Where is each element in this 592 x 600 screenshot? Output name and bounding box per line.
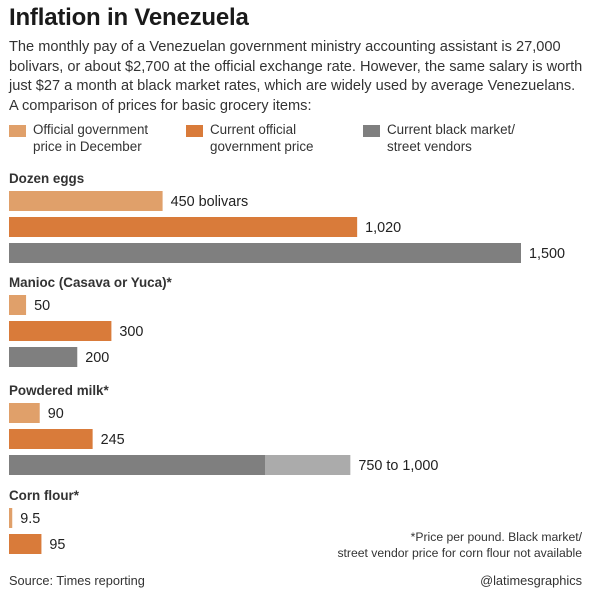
data-label: 200 (85, 350, 109, 366)
legend-item-current-official: Current official government price (186, 122, 313, 155)
intro-text: The monthly pay of a Venezuelan governme… (9, 39, 583, 114)
data-label: 750 to 1,000 (358, 458, 438, 474)
legend-swatch (363, 125, 380, 137)
bar (9, 321, 112, 341)
category-label: Dozen eggs (9, 171, 84, 186)
source-note: Source: Times reporting (9, 573, 145, 588)
category-label: Powdered milk* (9, 383, 110, 398)
data-label: 90 (48, 406, 64, 422)
bar (9, 403, 40, 423)
bar (9, 243, 521, 263)
bar-range (265, 455, 351, 475)
data-label: 1,020 (365, 220, 401, 236)
data-label: 450 bolivars (171, 194, 249, 210)
bar (9, 217, 358, 237)
chart-title: Inflation in Venezuela (9, 4, 249, 31)
legend-item-black-market: Current black market/ street vendors (363, 122, 515, 155)
bar (9, 534, 42, 554)
footnote: *Price per pound. Black market/ street v… (337, 530, 582, 560)
bar (9, 508, 13, 528)
bar (9, 347, 78, 367)
bar (9, 191, 163, 211)
category-label: Manioc (Casava or Yuca)* (9, 275, 173, 290)
data-label: 9.5 (20, 511, 40, 527)
data-label: 300 (119, 324, 143, 340)
bar-chart: Dozen eggs 450 bolivars 1,020 1,500 Manioc (… (9, 171, 565, 554)
bar (9, 429, 93, 449)
data-label: 95 (49, 537, 65, 553)
category-label: Corn flour* (9, 488, 80, 503)
legend-label: Current black market/ street vendors (387, 122, 515, 154)
legend-swatch (186, 125, 203, 137)
bar (9, 455, 265, 475)
legend-label: Current official government price (210, 122, 314, 154)
legend-swatch (9, 125, 26, 137)
legend-label: Official government price in December (33, 122, 149, 154)
data-label: 1,500 (529, 246, 565, 262)
data-label: 50 (34, 298, 50, 314)
data-label: 245 (101, 432, 125, 448)
legend-item-december: Official government price in December (9, 122, 148, 155)
bar (9, 295, 27, 315)
credit-note: @latimesgraphics (480, 573, 582, 588)
